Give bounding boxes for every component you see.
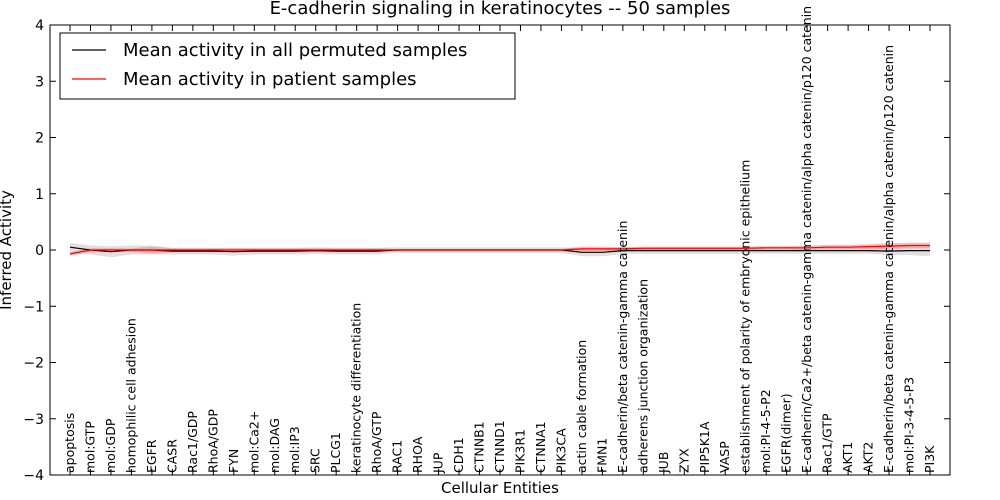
x-tick-label: apoptosis bbox=[62, 413, 77, 473]
x-tick-label: CASR bbox=[164, 439, 179, 473]
x-tick-label: homophilic cell adhesion bbox=[123, 318, 138, 473]
x-tick-label: RhoA/GDP bbox=[205, 409, 220, 473]
x-tick-label: mol:PI-4-5-P2 bbox=[758, 389, 773, 473]
x-tick-label: mol:DAG bbox=[267, 418, 282, 473]
x-tick-label: EGFR bbox=[144, 439, 159, 473]
x-tick-label: FYN bbox=[226, 449, 241, 473]
series-lines bbox=[69, 244, 930, 255]
x-tick-label: EGFR(dimer) bbox=[779, 393, 794, 473]
y-ticks: −4 −3 −2 −1 0 1 2 3 4 bbox=[23, 18, 950, 484]
x-tick-label: establishment of polarity of embryonic e… bbox=[738, 160, 753, 473]
x-tick-label: actin cable formation bbox=[574, 340, 589, 473]
y-tick-label: 4 bbox=[35, 18, 44, 34]
y-tick-label: 2 bbox=[35, 131, 44, 147]
x-tick-label: keratinocyte differentiation bbox=[349, 303, 364, 473]
y-tick-label: −3 bbox=[23, 412, 44, 428]
y-tick-label: 0 bbox=[35, 243, 44, 259]
x-tick-label: Rac1/GDP bbox=[185, 411, 200, 473]
x-tick-label: RHOA bbox=[410, 436, 425, 473]
series-line-1 bbox=[69, 244, 930, 255]
x-tick-label: mol:IP3 bbox=[287, 426, 302, 473]
x-tick-label: mol:GTP bbox=[83, 421, 98, 473]
x-tick-label: PIP5K1A bbox=[697, 421, 712, 473]
legend: Mean activity in all permuted samples Me… bbox=[59, 32, 516, 100]
series-band-1 bbox=[70, 242, 930, 256]
x-tick-label: RhoA/GTP bbox=[369, 411, 384, 473]
x-tick-label: CDH1 bbox=[451, 437, 466, 473]
x-tick-label: CTNNB1 bbox=[472, 421, 487, 473]
y-tick-label: 1 bbox=[35, 187, 44, 203]
x-tick-label: JUP bbox=[431, 452, 446, 474]
x-tick-label: PIK3CA bbox=[553, 428, 568, 473]
x-tick-label: adherens junction organization bbox=[635, 279, 650, 473]
x-tick-label: E-cadherin/beta catenin-gamma catenin/al… bbox=[881, 45, 896, 473]
y-tick-label: −4 bbox=[23, 468, 44, 484]
x-tick-label: PIK3R1 bbox=[513, 429, 528, 473]
x-tick-label: E-cadherin/beta catenin-gamma catenin bbox=[615, 221, 630, 473]
legend-label-permuted: Mean activity in all permuted samples bbox=[123, 40, 467, 61]
x-tick-label: SRC bbox=[308, 448, 323, 473]
y-tick-label: 3 bbox=[35, 74, 44, 90]
legend-box bbox=[59, 32, 516, 100]
y-tick-label: −2 bbox=[23, 356, 44, 372]
x-ticks: apoptosis mol:GTP mol:GDP homophilic cell a… bbox=[62, 6, 937, 475]
x-tick-label: PI3K bbox=[922, 445, 937, 473]
y-tick-label: −1 bbox=[23, 299, 44, 315]
x-tick-label: CTNND1 bbox=[492, 420, 507, 473]
x-tick-label: AKT2 bbox=[861, 442, 876, 473]
x-tick-label: ZYX bbox=[676, 448, 691, 473]
y-axis-label: Inferred Activity bbox=[0, 190, 15, 310]
chart-title: E-cadherin signaling in keratinocytes --… bbox=[270, 0, 731, 19]
x-tick-label: Rac1/GTP bbox=[820, 413, 835, 473]
x-tick-label: PLCG1 bbox=[328, 432, 343, 473]
legend-label-patient: Mean activity in patient samples bbox=[123, 69, 417, 90]
x-tick-label: E-cadherin/Ca2+/beta catenin-gamma caten… bbox=[799, 6, 814, 473]
x-tick-label: mol:PI-3-4-5-P3 bbox=[902, 377, 917, 473]
x-axis-label: Cellular Entities bbox=[441, 479, 559, 497]
x-tick-label: CTNNA1 bbox=[533, 421, 548, 473]
x-tick-label: mol:Ca2+ bbox=[246, 411, 261, 473]
x-tick-label: FMN1 bbox=[594, 438, 609, 473]
x-tick-label: JUB bbox=[656, 452, 671, 474]
x-tick-label: AKT1 bbox=[840, 442, 855, 473]
x-tick-label: mol:GDP bbox=[103, 418, 118, 473]
x-tick-label: VASP bbox=[717, 441, 732, 473]
x-tick-label: RAC1 bbox=[390, 440, 405, 473]
